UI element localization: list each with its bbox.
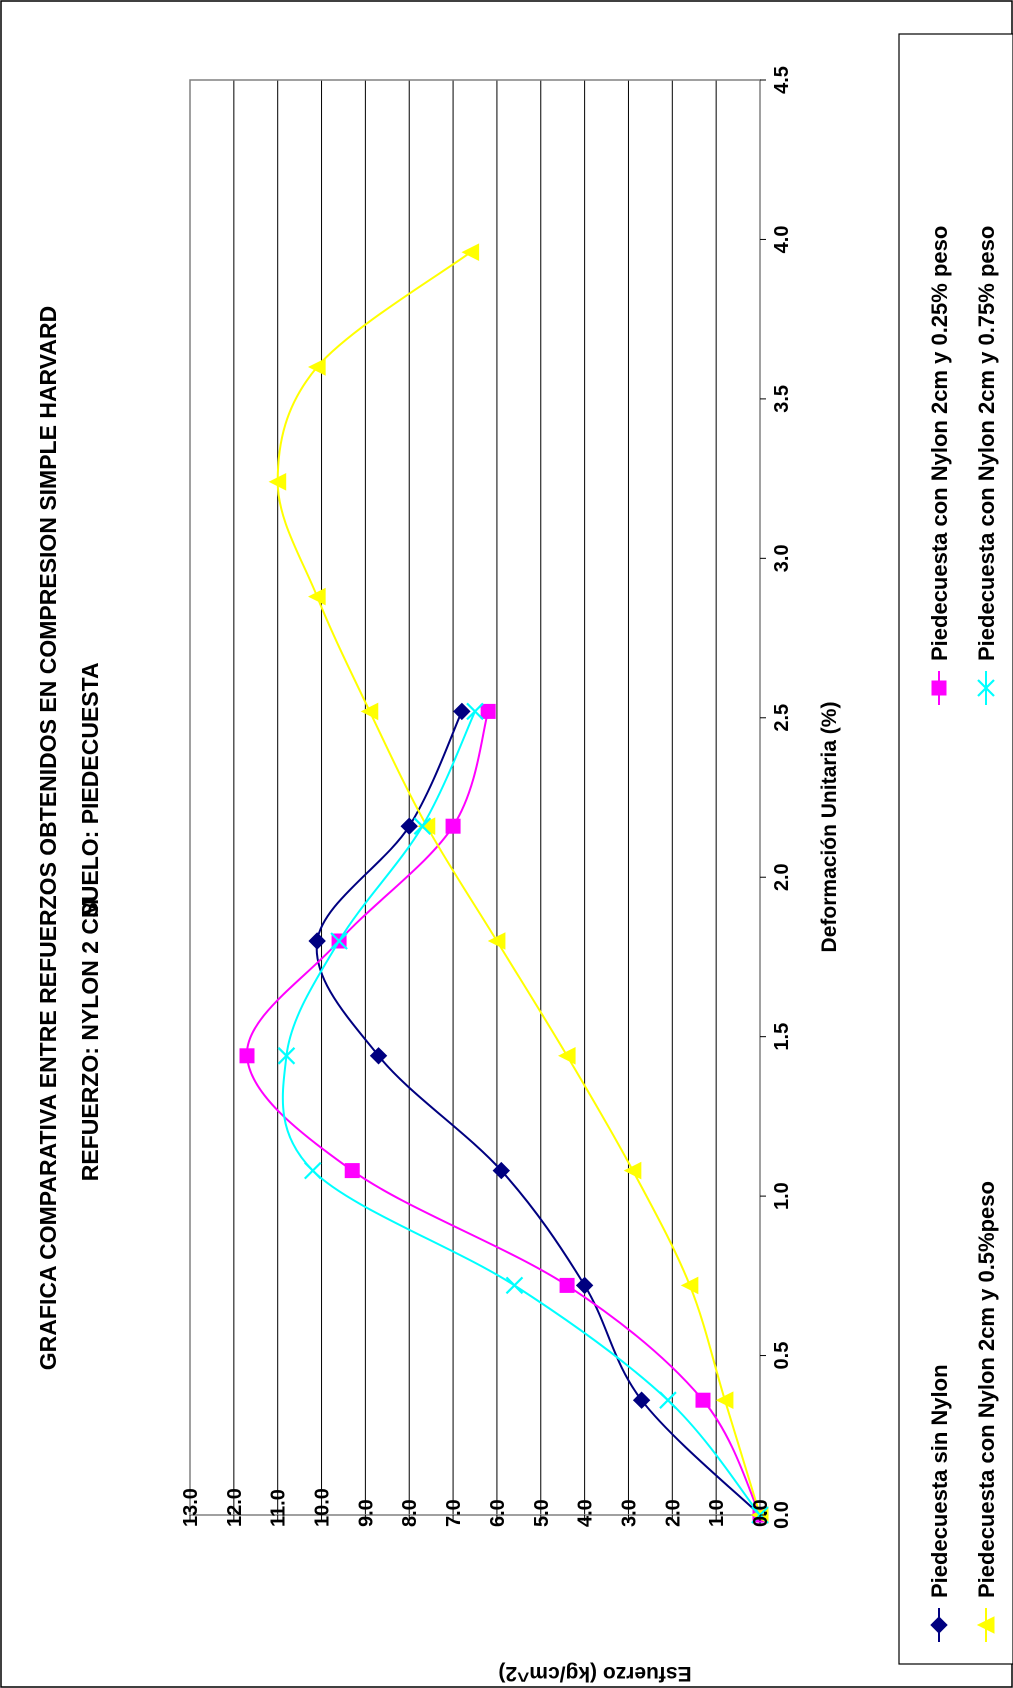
y-tick-label-0: 0.0 (750, 1499, 772, 1527)
y-tick-label-10: 10.0 (312, 1488, 334, 1527)
legend-label-2: Piedecuesta con Nylon 2cm y 0.5%peso (974, 1181, 999, 1598)
y-tick-label-6: 6.0 (487, 1499, 509, 1527)
series-3-point-3 (303, 1161, 322, 1180)
series-3 (277, 702, 769, 1524)
x-tick-label-9: 4.5 (771, 66, 793, 94)
grid (233, 80, 717, 1515)
chart-title-line-3: REFUERZO: NYLON 2 CM (77, 899, 103, 1181)
series-1-point-2 (559, 1277, 575, 1293)
legend-marker-1 (931, 680, 947, 696)
series-0-point-4 (369, 1047, 388, 1065)
legend-item-1: Piedecuesta con Nylon 2cm y 0.25% peso (927, 226, 952, 705)
legend-item-3: Piedecuesta con Nylon 2cm y 0.75% peso (974, 226, 999, 705)
legend-label-1: Piedecuesta con Nylon 2cm y 0.25% peso (927, 226, 952, 661)
series-0-point-7 (453, 702, 471, 721)
chart-title-line-2: SUELO: PIEDECUESTA (77, 662, 103, 917)
series-1-point-1 (695, 1392, 711, 1408)
series-2-point-8 (308, 587, 326, 606)
legend-label-3: Piedecuesta con Nylon 2cm y 0.75% peso (974, 226, 999, 661)
chart-title-line-1: GRAFICA COMPARATIVA ENTRE REFUERZOS OBTE… (35, 306, 61, 1370)
series-layer (239, 243, 769, 1524)
x-tick-label-1: 0.5 (771, 1342, 793, 1370)
x-tick-label-5: 2.5 (771, 704, 793, 732)
legend-item-2: Piedecuesta con Nylon 2cm y 0.5%peso (974, 1181, 999, 1642)
y-tick-label-12: 12.0 (224, 1488, 246, 1527)
y-tick-label-11: 11.0 (268, 1489, 290, 1527)
y-tick-label-8: 8.0 (399, 1499, 421, 1527)
series-1-point-6 (445, 818, 461, 834)
plot-area (189, 79, 761, 1516)
x-tick-label-4: 2.0 (771, 863, 793, 891)
series-1-point-7 (480, 703, 496, 719)
x-axis-label: Deformación Unitaria (%) (818, 702, 841, 953)
y-tick-label-7: 7.0 (443, 1499, 465, 1527)
series-0-point-2 (575, 1276, 594, 1295)
legend-label-0: Piedecuesta sin Nylon (927, 1364, 952, 1598)
legend-marker-0 (930, 1616, 948, 1634)
series-3-point-2 (505, 1276, 524, 1295)
series-3-point-7 (466, 702, 484, 721)
legend-box (898, 33, 1013, 1665)
series-2-point-10 (308, 358, 326, 376)
tick-labels: 0.0 1.0 2.0 3.0 4.0 5.0 6.0 7.0 8.0 9.0 10.0 11.0 12… (180, 66, 793, 1529)
series-2-point-4 (557, 1046, 576, 1065)
series-0-point-5 (308, 932, 326, 950)
legend: Piedecuesta sin Nylon Piedecuesta con Nyl… (927, 226, 999, 1642)
series-2-point-7 (360, 702, 379, 721)
series-0-point-3 (492, 1161, 511, 1180)
series-2-point-2 (680, 1276, 699, 1295)
y-tick-label-9: 9.0 (355, 1499, 377, 1527)
series-2 (268, 243, 769, 1524)
series-3-point-5 (330, 932, 348, 950)
series-1-point-4 (239, 1048, 255, 1064)
y-tick-label-1: 1.0 (706, 1499, 728, 1527)
series-3-point-1 (659, 1391, 677, 1409)
x-tick-label-3: 1.5 (771, 1023, 793, 1051)
series-2-point-1 (715, 1391, 734, 1410)
legend-marker-2 (976, 1616, 995, 1634)
legend-item-0: Piedecuesta sin Nylon (927, 1364, 952, 1642)
x-tick-label-2: 1.0 (771, 1182, 793, 1210)
series-3-point-6 (413, 817, 432, 835)
series-2-point-9 (268, 472, 287, 491)
series-line-1 (245, 711, 761, 1516)
series-3-point-4 (277, 1047, 296, 1065)
x-tick-label-0: 0.0 (771, 1501, 793, 1529)
x-tick-label-6: 3.0 (771, 544, 793, 572)
x-tick-label-7: 3.5 (771, 385, 793, 413)
y-tick-label-5: 5.0 (531, 1499, 553, 1527)
y-tick-label-13: 13.0 (180, 1488, 202, 1527)
y-tick-label-4: 4.0 (575, 1499, 597, 1527)
series-1-point-3 (344, 1163, 360, 1179)
series-2-point-11 (461, 243, 480, 262)
series-2-point-3 (623, 1161, 642, 1180)
series-line-3 (281, 710, 761, 1516)
y-axis-label: Esfuerzo (kg/cm^2) (498, 1662, 691, 1685)
series-0-point-1 (632, 1391, 651, 1409)
legend-marker-3 (977, 679, 995, 697)
series-0-point-6 (400, 817, 418, 835)
x-tick-label-8: 4.0 (771, 226, 793, 254)
y-tick-label-2: 2.0 (662, 1499, 684, 1527)
y-tick-label-3: 3.0 (618, 1499, 640, 1527)
series-0 (308, 702, 769, 1524)
series-line-0 (315, 710, 761, 1516)
series-2-point-5 (487, 932, 506, 950)
